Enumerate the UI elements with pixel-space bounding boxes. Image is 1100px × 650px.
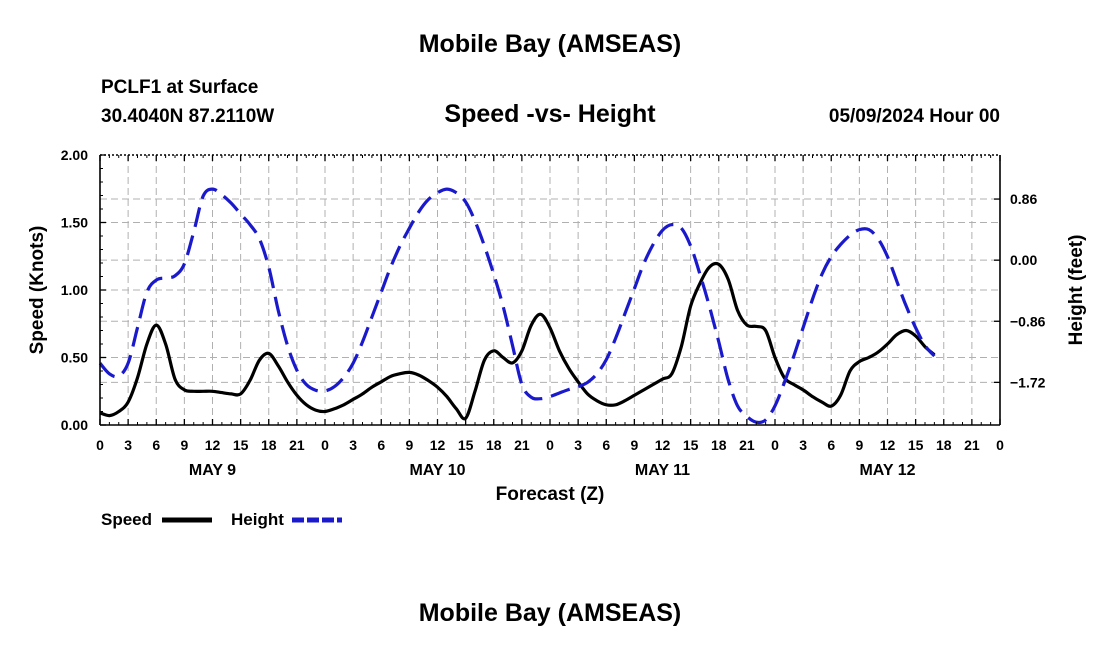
x-tick-label: 3 xyxy=(574,437,582,453)
x-tick-label: 0 xyxy=(321,437,329,453)
main-title: Mobile Bay (AMSEAS) xyxy=(418,30,682,58)
x-tick-label: 21 xyxy=(289,437,305,453)
x-tick-label: 6 xyxy=(152,437,160,453)
x-tick-label: 0 xyxy=(996,437,1004,453)
x-tick-label: 21 xyxy=(514,437,530,453)
day-label: MAY 11 xyxy=(635,462,690,479)
y2-tick-label: 0.86 xyxy=(1010,191,1037,207)
x-tick-label: 9 xyxy=(405,437,413,453)
x-tick-label: 3 xyxy=(124,437,132,453)
x-tick-label: 9 xyxy=(180,437,188,453)
x-tick-label: 21 xyxy=(739,437,755,453)
x-tick-label: 0 xyxy=(771,437,779,453)
x-tick-label: 15 xyxy=(458,437,474,453)
y-tick-label: 2.00 xyxy=(61,147,88,163)
x-tick-label: 12 xyxy=(880,437,896,453)
y-tick-label: 0.00 xyxy=(61,417,88,433)
x-tick-label: 15 xyxy=(908,437,924,453)
y2-tick-label: 0.00 xyxy=(1010,252,1037,268)
x-tick-label: 15 xyxy=(233,437,249,453)
legend-label-speed: Speed xyxy=(101,510,152,529)
x-tick-label: 12 xyxy=(655,437,671,453)
footer-title: Mobile Bay (AMSEAS) xyxy=(418,599,682,627)
x-tick-label: 18 xyxy=(486,437,502,453)
y2-tick-label: −0.86 xyxy=(1010,313,1046,329)
x-tick-label: 21 xyxy=(964,437,980,453)
x-tick-label: 9 xyxy=(630,437,638,453)
day-label: MAY 10 xyxy=(409,462,465,479)
y-tick-label: 1.50 xyxy=(61,215,88,231)
series-speed-line xyxy=(99,261,936,421)
axis-ticks: 0 3 6 9 12 15 18 21 0 3 6 9 12 15 18 21 0 3 6 9 12 15 18 21 0 3 6 9… xyxy=(61,147,1046,479)
y-tick-label: 0.50 xyxy=(61,350,88,366)
y2-tick-label: −1.72 xyxy=(1010,374,1046,390)
x-tick-label: 15 xyxy=(683,437,699,453)
series-height-line xyxy=(98,187,936,425)
coordinates-label: 30.4040N 87.2110W xyxy=(101,106,275,127)
x-tick-label: 18 xyxy=(261,437,277,453)
legend: Speed Height xyxy=(101,510,342,529)
axis-labels: Forecast (Z) Speed (Knots) Height (feet) xyxy=(27,226,1087,505)
y2-axis-title: Height (feet) xyxy=(1066,235,1087,346)
legend-label-height: Height xyxy=(231,510,284,529)
day-label: MAY 9 xyxy=(189,462,236,479)
x-tick-label: 6 xyxy=(827,437,835,453)
x-tick-label: 12 xyxy=(205,437,221,453)
x-tick-label: 0 xyxy=(96,437,104,453)
x-tick-label: 18 xyxy=(936,437,952,453)
x-tick-label: 3 xyxy=(799,437,807,453)
series-layer xyxy=(98,187,936,425)
x-tick-label: 9 xyxy=(855,437,863,453)
x-tick-label: 6 xyxy=(602,437,610,453)
y-tick-label: 1.00 xyxy=(61,282,88,298)
grid xyxy=(100,155,1000,425)
day-label: MAY 12 xyxy=(859,462,915,479)
x-tick-label: 3 xyxy=(349,437,357,453)
x-axis-title: Forecast (Z) xyxy=(496,484,605,505)
forecast-datetime: 05/09/2024 Hour 00 xyxy=(828,106,1000,127)
x-tick-label: 6 xyxy=(377,437,385,453)
station-label: PCLF1 at Surface xyxy=(101,77,259,98)
chart-subtitle: Speed -vs- Height xyxy=(444,100,656,128)
x-tick-label: 12 xyxy=(430,437,446,453)
x-tick-label: 0 xyxy=(546,437,554,453)
y-axis-title: Speed (Knots) xyxy=(27,226,48,355)
x-tick-label: 18 xyxy=(711,437,727,453)
